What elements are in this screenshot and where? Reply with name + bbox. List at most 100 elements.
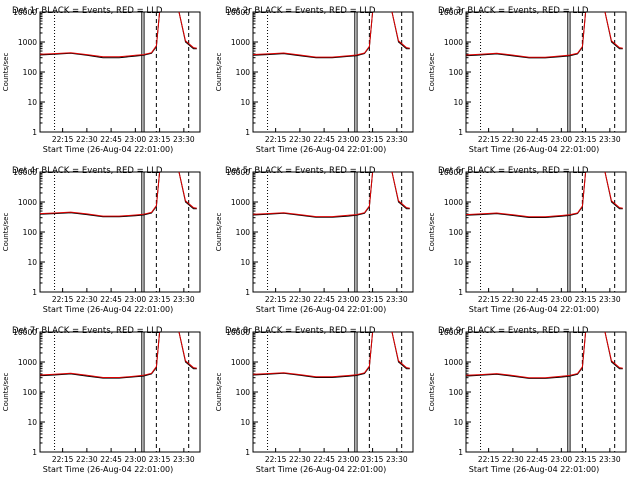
plot-frame [252,11,414,133]
x-axis-label: Start Time (26-Aug-04 22:01:00) [256,305,387,314]
x-tick-label: 23:30 [599,295,621,304]
y-tick-label: 100 [23,228,38,237]
y-tick-label: 1000 [231,358,250,367]
panel-det-3: 1 10 100 1000 10000 22:15 22:30 22:45 23:00 23:15… [428,6,627,154]
plot-frame [252,171,414,293]
x-tick-label: 22:45 [526,295,548,304]
y-tick-label: 1000 [231,38,250,47]
y-tick-label: 100 [236,228,251,237]
x-tick-label: 22:45 [526,455,548,464]
x-tick-label: 22:15 [478,295,500,304]
y-tick-label: 1 [32,288,37,297]
y-axis-label: Counts/sec [2,213,10,252]
panel-det-9: 1 10 100 1000 10000 22:15 22:30 22:45 23:00 23:15… [428,326,627,474]
x-tick-label: 22:45 [526,135,548,144]
plot-frame [465,11,627,133]
y-tick-label: 1000 [444,358,463,367]
y-tick-label: 1 [32,128,37,137]
series-line-lld [465,171,587,218]
x-tick-label: 22:30 [289,135,311,144]
plot-frame [39,171,201,293]
plot-frame [252,331,414,453]
x-tick-label: 22:15 [52,295,74,304]
series-line-lld-tail [391,331,410,369]
x-tick-label: 23:00 [338,135,360,144]
x-tick-label: 23:30 [599,135,621,144]
series-line-lld [39,171,161,217]
x-tick-label: 23:00 [338,295,360,304]
y-tick-label: 1000 [444,198,463,207]
panel-title: Det 1r BLACK = Events, RED = LLD [12,6,163,16]
plot-frame [465,331,627,453]
x-tick-label: 22:30 [76,455,98,464]
x-tick-label: 23:30 [173,455,195,464]
y-axis-label: Counts/sec [215,213,223,252]
x-tick-label: 22:30 [76,295,98,304]
y-tick-label: 100 [449,68,464,77]
series-line-lld [252,171,374,218]
x-tick-label: 23:00 [551,135,573,144]
x-axis-label: Start Time (26-Aug-04 22:01:00) [469,465,600,474]
x-tick-label: 23:15 [149,455,171,464]
series-line-lld-tail [178,171,197,209]
y-tick-label: 10 [453,258,463,267]
x-tick-label: 23:00 [125,135,147,144]
series-line-lld-tail [604,171,623,209]
y-tick-label: 1000 [231,198,250,207]
x-axis-label: Start Time (26-Aug-04 22:01:00) [43,305,174,314]
x-axis-label: Start Time (26-Aug-04 22:01:00) [256,145,387,154]
y-tick-label: 10000 [13,8,37,17]
plot-frame [39,11,201,133]
x-tick-label: 22:30 [502,295,524,304]
y-tick-label: 10 [240,98,250,107]
x-tick-label: 23:15 [149,295,171,304]
y-axis-label: Counts/sec [428,53,436,92]
y-tick-label: 1000 [444,38,463,47]
y-axis-label: Counts/sec [2,373,10,412]
x-tick-label: 22:15 [478,135,500,144]
y-tick-label: 1000 [18,358,37,367]
y-tick-label: 1 [458,448,463,457]
y-tick-label: 10000 [439,8,463,17]
series-line-lld [465,11,587,58]
x-tick-label: 23:30 [173,295,195,304]
x-tick-label: 23:15 [575,455,597,464]
x-tick-label: 23:30 [386,135,408,144]
y-axis-label: Counts/sec [428,373,436,412]
x-tick-label: 22:45 [100,455,122,464]
x-axis-label: Start Time (26-Aug-04 22:01:00) [469,305,600,314]
series-line-lld-tail [391,171,410,209]
y-axis-label: Counts/sec [215,373,223,412]
y-tick-label: 1 [32,448,37,457]
x-tick-label: 23:00 [551,295,573,304]
x-tick-label: 22:30 [76,135,98,144]
x-axis-label: Start Time (26-Aug-04 22:01:00) [256,465,387,474]
x-tick-label: 23:15 [575,135,597,144]
y-tick-label: 10 [240,258,250,267]
series-line-lld-tail [178,331,197,369]
plot-frame [39,331,201,453]
y-tick-label: 100 [236,68,251,77]
x-axis-label: Start Time (26-Aug-04 22:01:00) [469,145,600,154]
panel-det-5: 1 10 100 1000 10000 22:15 22:30 22:45 23:00 23:15… [215,166,414,314]
x-tick-label: 22:30 [502,455,524,464]
series-line-lld-tail [391,11,410,49]
y-tick-label: 100 [23,68,38,77]
x-tick-label: 23:30 [599,455,621,464]
x-tick-label: 22:15 [478,455,500,464]
panel-title: Det 2r BLACK = Events, RED = LLD [225,6,376,16]
panel-title: Det 6r BLACK = Events, RED = LLD [438,166,589,176]
panel-title: Det 9r BLACK = Events, RED = LLD [438,326,589,336]
panel-title: Det 5r BLACK = Events, RED = LLD [225,166,376,176]
y-tick-label: 100 [449,228,464,237]
y-tick-label: 10 [453,98,463,107]
y-tick-label: 1 [245,288,250,297]
x-tick-label: 22:45 [313,455,335,464]
y-axis-label: Counts/sec [428,213,436,252]
x-axis-label: Start Time (26-Aug-04 22:01:00) [43,465,174,474]
panel-det-6: 1 10 100 1000 10000 22:15 22:30 22:45 23:00 23:15… [428,166,627,314]
panel-title: Det 8r BLACK = Events, RED = LLD [225,326,376,336]
x-tick-label: 22:45 [100,135,122,144]
x-tick-label: 23:15 [362,135,384,144]
y-tick-label: 10000 [226,328,250,337]
